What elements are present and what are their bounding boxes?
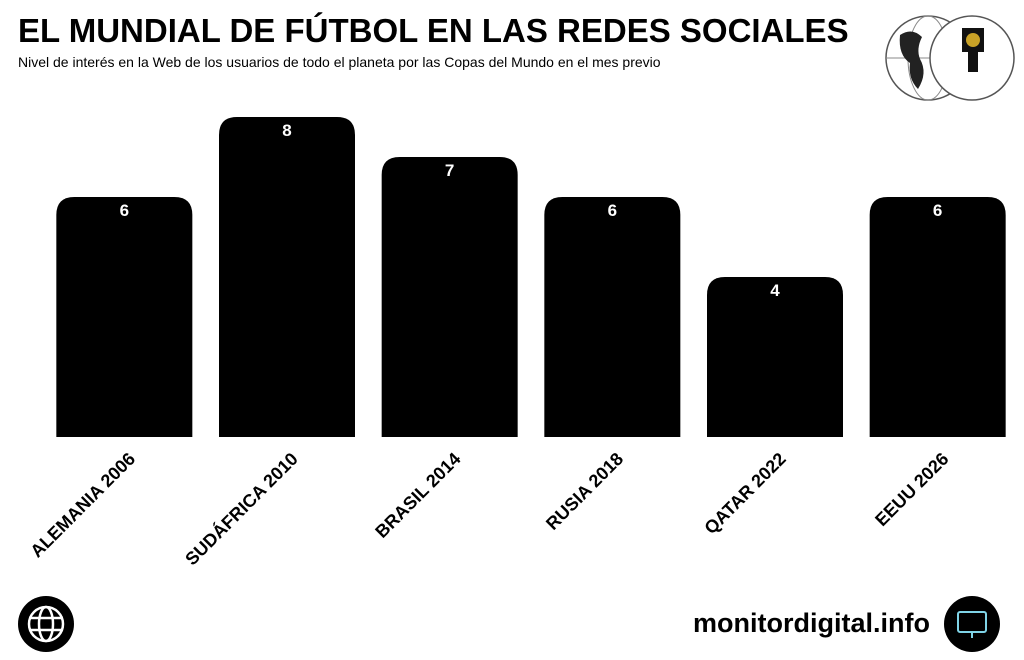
bar [707,277,843,437]
trophy-top [966,33,980,47]
value-label: 8 [282,121,291,140]
bar [869,197,1006,437]
logo: FIFA [885,15,1015,101]
value-label: 6 [933,201,942,220]
bar [219,117,355,437]
x-tick-label: ALEMANIA 2006 [26,449,139,562]
globe-land [899,31,924,90]
source: monitordigital.info [693,608,930,638]
x-tick-label: QATAR 2022 [700,449,789,538]
web-icon [18,596,74,652]
x-tick-label: EEUU 2026 [871,449,952,530]
value-label: 7 [445,161,454,180]
chart-title: EL MUNDIAL DE FÚTBOL EN LAS REDES SOCIAL… [18,12,849,49]
bar [381,157,518,437]
value-label: 6 [608,201,617,220]
chart-subtitle: Nivel de interés en la Web de los usuari… [18,54,661,70]
logo-text: FIFA [962,76,984,87]
web-icon-meridian [37,605,55,643]
value-label: 4 [770,281,780,300]
x-tick-label: SUDÁFRICA 2010 [181,448,302,569]
x-tick-label: BRASIL 2014 [371,449,464,542]
value-label: 6 [120,201,129,220]
monitor-icon [944,596,1000,652]
bar [544,197,681,437]
x-tick-label: RUSIA 2018 [542,449,627,534]
footer: monitordigital.info [18,596,1000,652]
bar [56,197,193,437]
